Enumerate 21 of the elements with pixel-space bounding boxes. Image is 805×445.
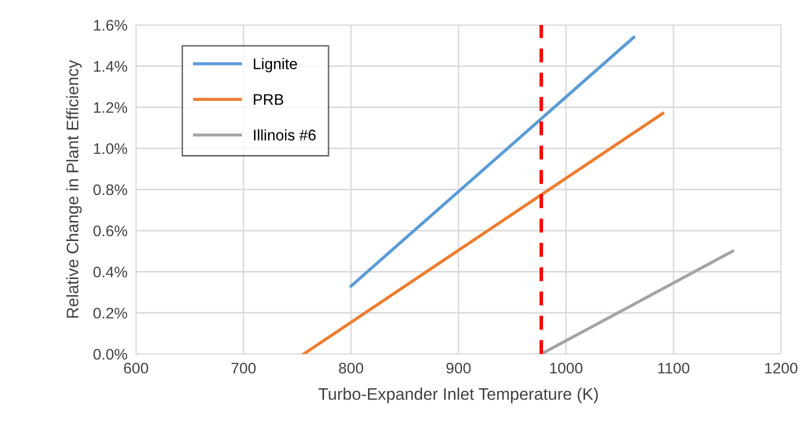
y-tick-label: 0.6% [93,225,128,236]
x-tick-label: 900 [446,362,471,374]
legend-label: Illinois #6 [254,129,316,141]
y-tick-label: 0.2% [93,308,128,319]
legend-label: PRB [254,94,284,105]
x-tick-label: 700 [232,362,256,374]
x-tick-label: 1100 [658,362,690,374]
y-tick-label: 1.0% [94,143,128,154]
x-tick-label: 1200 [765,362,798,374]
y-tick-label: 1.2% [94,102,128,113]
x-tick-label: 600 [124,362,148,374]
y-axis-title: Relative Change in Plant Efficiency [66,60,82,318]
y-tick-label: 0.8% [93,184,128,196]
y-tick-label: 0.0% [93,348,128,360]
x-axis-title: Turbo-Expander Inlet Temperature (K) [318,388,598,404]
legend-label: Lignite [254,58,297,72]
x-tick-label: 800 [338,362,364,374]
y-tick-label: 0.4% [93,266,128,278]
y-tick-label: 1.4% [94,61,128,72]
x-tick-label: 1000 [550,362,582,374]
y-tick-label: 1.6% [94,20,128,31]
